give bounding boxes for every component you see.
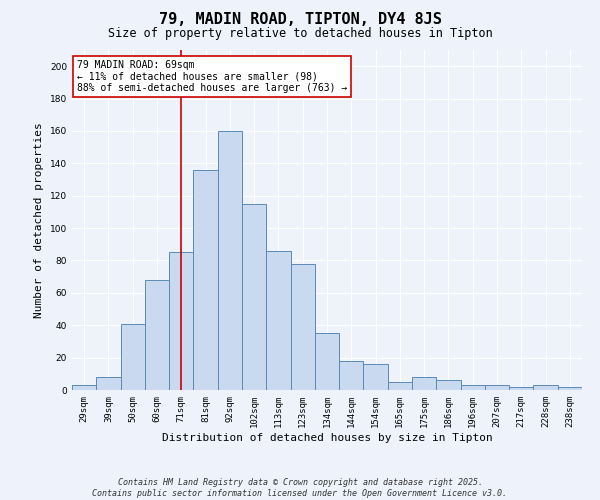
Bar — [121, 324, 145, 390]
Bar — [558, 387, 582, 390]
Bar — [485, 385, 509, 390]
Bar — [145, 280, 169, 390]
Bar — [315, 334, 339, 390]
Bar — [364, 364, 388, 390]
Text: Size of property relative to detached houses in Tipton: Size of property relative to detached ho… — [107, 28, 493, 40]
Bar — [72, 385, 96, 390]
Text: Contains HM Land Registry data © Crown copyright and database right 2025.
Contai: Contains HM Land Registry data © Crown c… — [92, 478, 508, 498]
Bar — [509, 387, 533, 390]
Bar — [412, 377, 436, 390]
Bar — [96, 377, 121, 390]
Bar — [193, 170, 218, 390]
Bar — [436, 380, 461, 390]
Bar — [339, 361, 364, 390]
Bar — [290, 264, 315, 390]
Text: 79 MADIN ROAD: 69sqm
← 11% of detached houses are smaller (98)
88% of semi-detac: 79 MADIN ROAD: 69sqm ← 11% of detached h… — [77, 60, 347, 94]
Bar — [388, 382, 412, 390]
Text: 79, MADIN ROAD, TIPTON, DY4 8JS: 79, MADIN ROAD, TIPTON, DY4 8JS — [158, 12, 442, 28]
Bar — [218, 131, 242, 390]
Bar — [169, 252, 193, 390]
Bar — [242, 204, 266, 390]
Y-axis label: Number of detached properties: Number of detached properties — [34, 122, 44, 318]
Bar — [461, 385, 485, 390]
Bar — [533, 385, 558, 390]
Bar — [266, 251, 290, 390]
X-axis label: Distribution of detached houses by size in Tipton: Distribution of detached houses by size … — [161, 432, 493, 442]
